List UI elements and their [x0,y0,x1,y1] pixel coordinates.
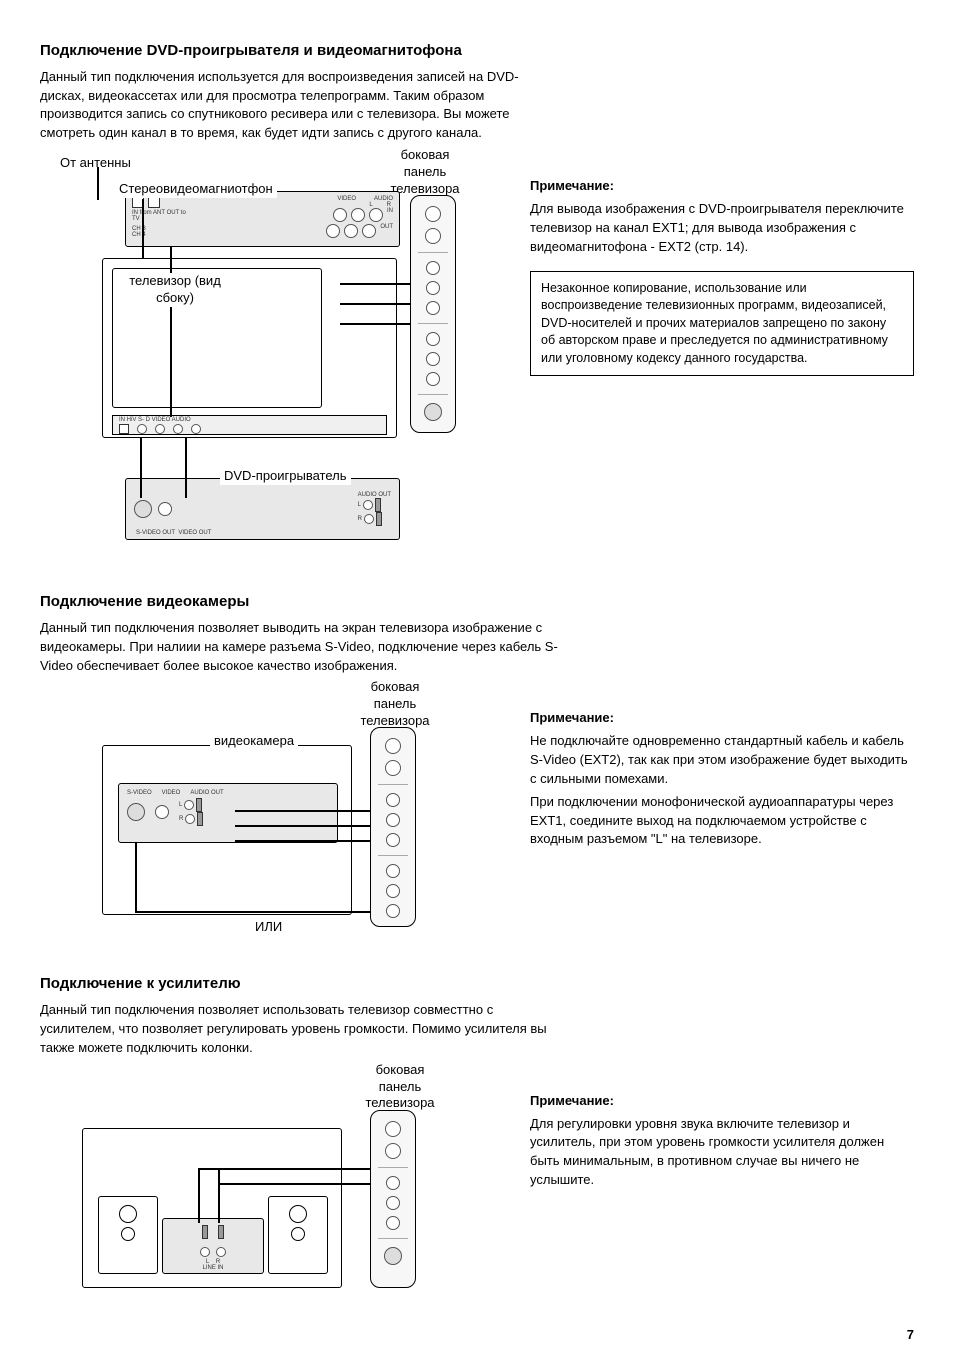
note3-title: Примечание: [530,1092,914,1111]
txt-l1: L [369,202,372,208]
camera-box: S-VIDEO VIDEO AUDIO OUT L R [118,783,338,843]
section3-intro: Данный тип подключения позволяет использ… [40,1001,560,1058]
txt-l4: L [206,1259,209,1265]
diagram-camera: боковая панель телевизора видеокамера ИЛ… [40,685,460,945]
dvd-box: S-VIDEO OUT VIDEO OUT AUDIO OUT L R [125,478,400,540]
section-camera: Подключение видеокамеры Данный тип подкл… [40,591,914,945]
wire-a1 [198,1168,200,1223]
wire-c4 [135,843,137,913]
wire-1b [142,199,144,201]
wire-6 [140,438,142,498]
txt-r4: R [216,1259,220,1265]
txt-svout: S-VIDEO OUT [136,530,175,536]
wire-3 [340,283,410,285]
amp-box: L R LINE IN [162,1218,264,1274]
label-side-panel-2: боковая панель телевизора [355,679,435,730]
wire-c3 [235,840,370,842]
page-number: 7 [40,1326,914,1345]
txt-out: OUT [380,224,393,238]
diagram-dvd-vcr: От антенны боковая панель телевизора Сте… [40,153,460,563]
note3-text: Для регулировки уровня звука включите те… [530,1115,914,1190]
section-dvd-vcr: Подключение DVD-проигрывателя и видеомаг… [40,40,914,563]
txt-vout: VIDEO OUT [178,530,211,536]
wire-5 [340,323,410,325]
label-antenna: От антенны [60,155,131,172]
txt-l3: L [179,802,182,808]
section3-content: боковая панель телевизора [40,1068,914,1298]
speaker-right [268,1196,328,1274]
label-vcr: Стереовидеомагниотфон [115,181,277,198]
wire-c1 [235,810,370,812]
label-side-panel-3: боковая панель телевизора [360,1062,440,1113]
txt-ch4: CH 4 [132,232,186,238]
section1-title: Подключение DVD-проигрывателя и видеомаг… [40,40,914,62]
section3-title: Подключение к усилителю [40,973,914,995]
section2-title: Подключение видеокамеры [40,591,914,613]
diagram-amplifier: боковая панель телевизора [40,1068,460,1298]
section3-notes: Примечание: Для регулировки уровня звука… [530,1068,914,1190]
speaker-left [98,1196,158,1274]
vcr-box: IN from ANT OUT to TV CH 3 CH 4 VIDEOAUD… [125,191,400,247]
tv-connectors: IN HiV S- D VIDEO AUDIO [112,415,387,435]
wire-c5 [135,911,370,913]
section-amplifier: Подключение к усилителю Данный тип подкл… [40,973,914,1297]
txt-in: IN [387,208,393,222]
txt-conn-in: IN HiV S- D VIDEO AUDIO [119,417,191,423]
txt-aout2: AUDIO OUT [190,790,223,796]
txt-r2: R [358,516,362,522]
warning-box: Незаконное копирование, использование ил… [530,271,914,377]
note2-text1: Не подключайте одновременно стандартный … [530,732,914,789]
section1-intro: Данный тип подключения используется для … [40,68,560,143]
txt-linein: LINE IN [169,1265,257,1271]
section1-content: От антенны боковая панель телевизора Сте… [40,153,914,563]
side-panel-3 [370,1110,416,1288]
section2-diagram-col: боковая панель телевизора видеокамера ИЛ… [40,685,460,945]
txt-r3: R [179,816,183,822]
side-panel-1 [410,195,456,433]
wire-7 [185,438,187,498]
side-panel-2 [370,727,416,927]
label-tv-side: телевизор (вид сбоку) [125,273,225,307]
section2-notes: Примечание: Не подключайте одновременно … [530,685,914,849]
txt-video: VIDEO [337,196,356,202]
note1-text: Для вывода изображения с DVD-проигрывате… [530,200,914,257]
note2-title: Примечание: [530,709,914,728]
section1-diagram-col: От антенны боковая панель телевизора Сте… [40,153,460,563]
label-or: ИЛИ [255,919,282,936]
section3-diagram-col: боковая панель телевизора [40,1068,460,1298]
label-dvd: DVD-проигрыватель [220,468,351,485]
txt-video2: VIDEO [162,790,181,796]
txt-svideo2: S-VIDEO [127,790,152,796]
txt-l2: L [358,502,361,508]
label-camera: видеокамера [210,733,298,750]
note2-text2: При подключении монофонической аудиоаппа… [530,793,914,850]
wire-a2 [218,1168,220,1223]
note1-title: Примечание: [530,177,914,196]
wire-c2 [235,825,370,827]
wire-a3 [198,1168,370,1170]
section2-content: боковая панель телевизора видеокамера ИЛ… [40,685,914,945]
section1-notes: Примечание: Для вывода изображения с DVD… [530,153,914,376]
section2-intro: Данный тип подключения позволяет выводит… [40,619,560,676]
wire-1 [142,199,144,259]
wire-4 [340,303,410,305]
wire-a4 [218,1183,370,1185]
wire-antenna [97,167,99,200]
